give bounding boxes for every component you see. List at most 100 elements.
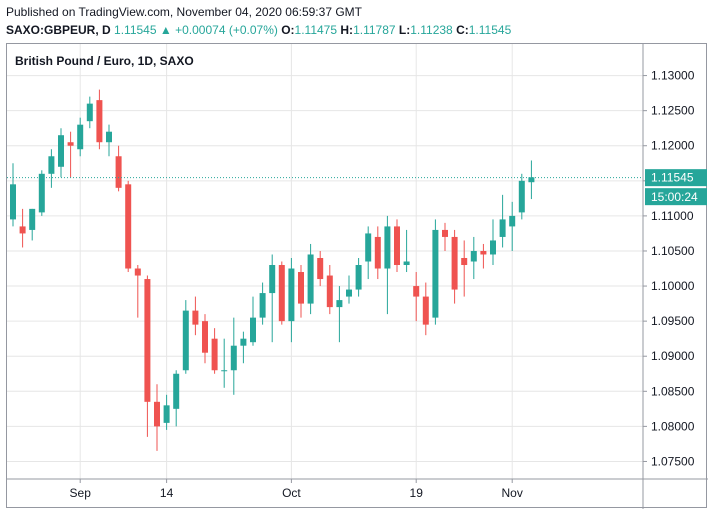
candle-down [326,265,333,315]
symbol-label: SAXO:GBPEUR, D [6,23,111,37]
candle-body [58,135,64,167]
candle-body [125,184,132,269]
candle-down [394,219,400,273]
price-tick-label: 1.10500 [651,244,695,258]
candle-down [451,229,458,304]
candle-up [221,338,228,388]
candle-up [250,296,256,346]
candle-up [173,370,180,427]
candle-body [394,226,400,266]
candle-body [317,257,324,280]
candle-up [384,215,391,315]
price-tick-label: 1.12000 [651,139,695,153]
candle-down [19,208,26,248]
candle-body [163,405,170,423]
price-tick-label: 1.11000 [651,209,694,223]
candle-up [48,149,55,188]
candle-up [403,229,410,273]
candle-down [278,261,285,325]
candle-down [144,275,151,437]
candle-up [259,282,266,325]
candle-body [29,208,36,230]
candle-body [384,226,391,269]
candle-up [269,254,276,343]
candle-body [211,338,218,371]
candle-up [182,300,189,374]
candle-body [259,293,266,318]
candle-body [192,310,199,325]
close-value: 1.11545 [468,23,512,37]
candle-body [307,254,314,304]
candle-body [326,275,333,308]
candle-body [269,265,276,294]
candle-up [288,257,295,343]
countdown-tag-text: 15:00:24 [651,190,698,204]
time-tick-label: Oct [282,486,301,500]
low-value: 1.11238 [410,23,453,37]
candle-up [346,275,352,304]
time-tick-label: 19 [410,486,424,500]
candle-body [134,268,141,276]
quote-line: SAXO:GBPEUR, D 1.11545 ▲ +0.00074 (+0.07… [6,23,511,37]
last-price-tag [645,169,707,187]
candle-body [19,226,26,234]
candle-down [480,243,487,269]
candle-body [442,229,448,237]
candle-body [77,124,84,150]
candle-body [480,250,487,255]
candle-down [211,328,218,374]
published-note: Published on TradingView.com, November 0… [6,5,362,19]
candle-body [106,131,112,143]
candle-body [250,317,256,343]
candle-up [499,194,506,248]
candle-body [374,236,381,269]
candle-body [413,286,420,297]
candle-up [10,163,16,227]
price-tick-label: 1.08500 [651,384,695,398]
price-tick-label: 1.07500 [651,454,695,468]
candle-down [192,296,199,336]
candle-body [336,300,343,308]
candle-body [490,240,496,255]
axis-layer: 1.130001.125001.120001.115001.110001.105… [7,44,708,509]
price-tick-label: 1.08000 [651,419,695,433]
last-price: 1.11545 [114,23,157,37]
candle-body [10,184,16,220]
candle-body [86,103,93,122]
candle-up [518,173,525,220]
candle-down [96,89,103,150]
change-value: +0.00074 (+0.07%) [175,23,278,37]
candle-down [202,314,208,364]
candlestick-chart[interactable]: 1.130001.125001.120001.115001.110001.105… [7,44,708,509]
close-label: C: [456,23,469,37]
candle-up [86,96,93,129]
time-tick-label: 14 [160,486,174,500]
candle-body [499,219,506,237]
candle-up [432,219,439,325]
candle-up [58,128,64,178]
open-label: O: [281,23,295,37]
time-tick-label: Sep [70,486,92,500]
candle-down [317,250,324,287]
chart-title: British Pound / Euro, 1D, SAXO [15,54,194,68]
candle-body [365,233,372,262]
candle-down [115,145,122,192]
time-tick-label: Nov [502,486,523,500]
candle-body [288,268,295,322]
candle-body [144,279,151,402]
chart-frame[interactable]: 1.130001.125001.120001.115001.110001.105… [6,43,708,509]
price-tick-label: 1.12500 [651,104,695,118]
candle-up [240,331,247,364]
candle-down [67,131,74,178]
candle-body [451,236,458,290]
candle-down [134,265,141,318]
candle-body [528,177,535,183]
candle-body [48,156,55,174]
countdown-tag [645,188,707,206]
candle-up [509,201,516,251]
price-tick-label: 1.10000 [651,279,695,293]
high-label: H: [340,23,354,37]
candle-body [154,401,160,427]
candle-up [365,226,372,280]
candle-up [355,257,362,297]
